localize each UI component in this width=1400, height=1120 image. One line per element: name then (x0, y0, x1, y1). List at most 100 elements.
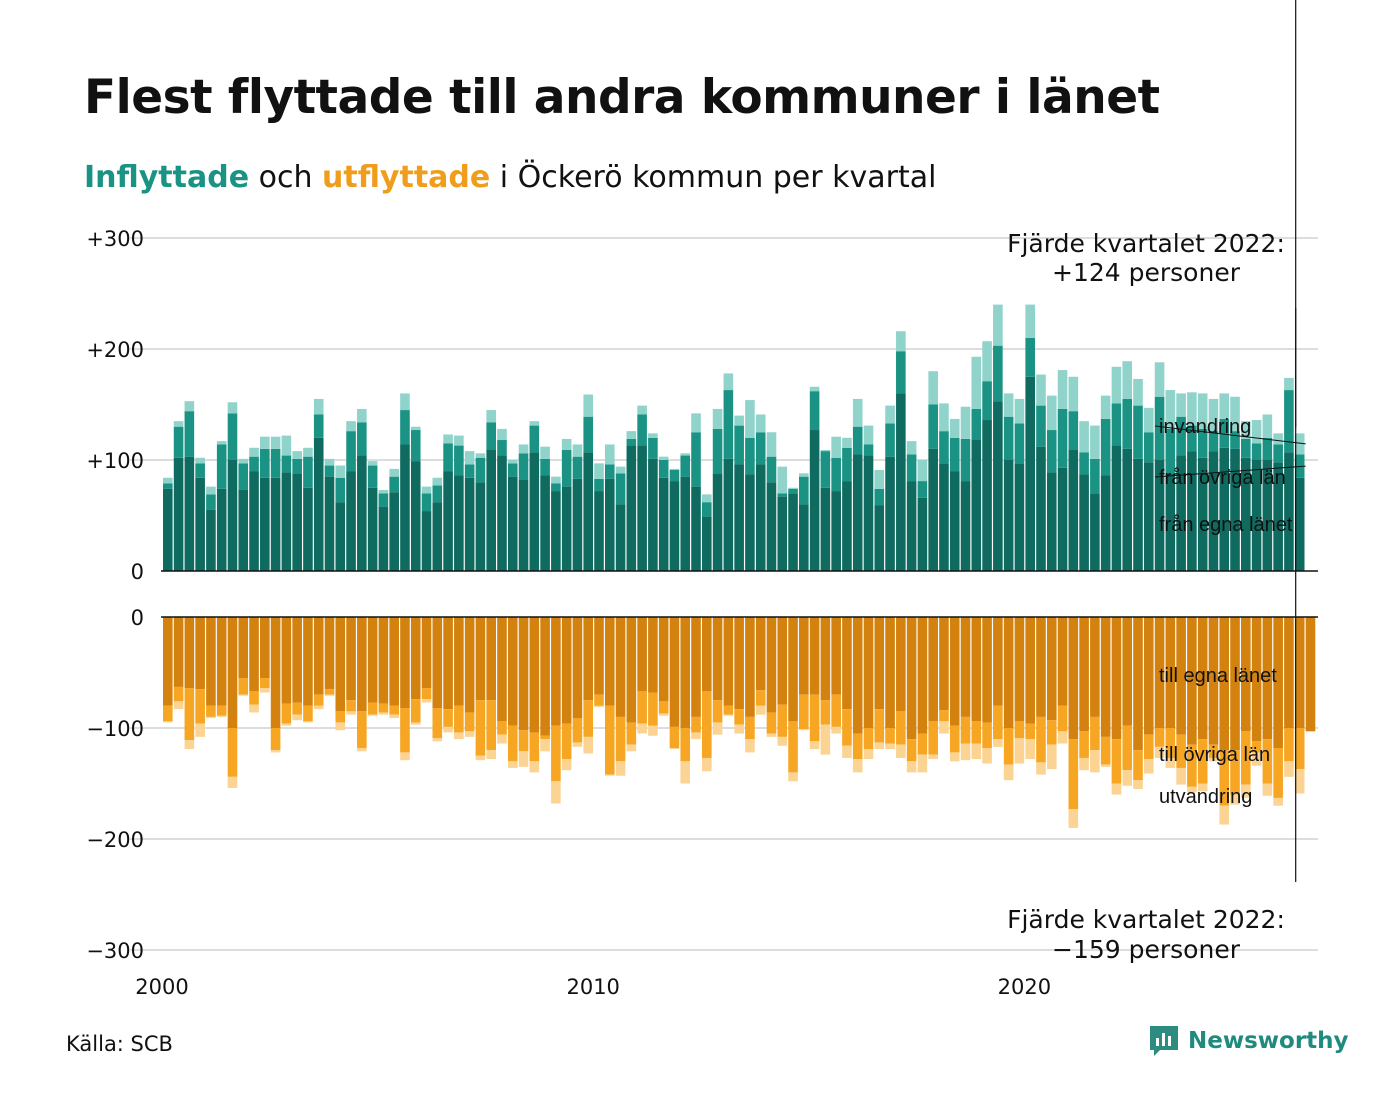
bar-out-0 (1154, 617, 1165, 728)
bar-out-1 (982, 722, 992, 748)
bar-out-0 (184, 617, 195, 689)
bar-out-1 (443, 709, 453, 727)
bar-in-0 (163, 488, 173, 571)
bar-out-1 (551, 725, 561, 782)
bar-in-2 (1003, 393, 1014, 417)
bar-out-1 (335, 711, 346, 723)
bar-out-1 (1014, 721, 1025, 738)
bar-in-2 (852, 398, 863, 427)
bar-in-2 (260, 436, 270, 449)
bar-out-2 (270, 750, 281, 753)
bar-out-0 (788, 617, 798, 722)
bar-out-2 (1251, 752, 1262, 766)
bar-in-0 (745, 474, 755, 571)
bar-in-1 (464, 464, 475, 478)
bar-in-0 (303, 487, 313, 571)
bar-in-2 (766, 432, 777, 457)
bar-in-0 (1165, 473, 1176, 571)
bar-in-1 (281, 455, 292, 473)
bar-in-1 (874, 488, 885, 506)
bar-in-2 (551, 476, 561, 484)
bar-in-2 (1230, 396, 1240, 432)
segment-label-in: från övriga län (1159, 467, 1286, 489)
bar-out-1 (378, 703, 389, 713)
bar-out-0 (551, 617, 561, 726)
bar-out-2 (561, 759, 572, 771)
bar-in-2 (216, 441, 227, 445)
bar-in-0 (1122, 448, 1133, 571)
bar-in-1 (1079, 452, 1089, 475)
bar-out-2 (173, 701, 184, 710)
bar-out-2 (357, 747, 367, 752)
y-tick-label-bottom: −200 (86, 828, 144, 852)
bar-in-0 (1111, 445, 1122, 571)
bar-in-2 (357, 408, 367, 423)
bar-in-2 (432, 477, 443, 486)
bar-in-0 (594, 491, 604, 571)
bar-in-2 (1197, 393, 1208, 429)
bar-out-1 (1090, 716, 1100, 751)
bar-out-2 (432, 737, 443, 742)
bar-in-0 (1230, 448, 1240, 571)
bar-out-1 (1187, 744, 1197, 787)
bar-in-1 (195, 463, 205, 478)
bar-out-0 (443, 617, 453, 710)
bar-out-0 (626, 617, 637, 723)
bar-out-2 (572, 742, 583, 747)
bar-in-2 (1090, 425, 1100, 459)
bar-out-0 (313, 617, 324, 695)
bar-out-0 (227, 617, 238, 728)
bar-out-1 (324, 689, 335, 695)
bar-out-1 (842, 709, 852, 746)
bar-out-1 (216, 705, 227, 716)
bar-in-1 (658, 460, 669, 478)
bar-out-0 (982, 617, 992, 723)
bar-in-1 (1090, 458, 1100, 494)
bar-in-1 (324, 465, 335, 477)
bar-out-2 (475, 755, 486, 761)
bar-out-0 (195, 617, 205, 690)
bar-out-1 (777, 704, 788, 737)
bar-in-0 (1057, 467, 1068, 571)
bar-in-0 (1273, 462, 1283, 571)
bar-out-0 (400, 617, 410, 709)
bar-in-1 (648, 437, 658, 459)
bar-in-0 (637, 445, 647, 571)
bar-in-1 (335, 477, 346, 503)
bar-out-1 (906, 739, 917, 762)
bar-out-0 (874, 617, 885, 710)
bar-out-0 (1079, 617, 1089, 732)
bar-out-2 (1165, 757, 1176, 768)
bar-out-2 (249, 704, 259, 713)
bar-out-0 (799, 617, 809, 695)
bar-out-2 (658, 713, 669, 716)
bar-in-2 (540, 446, 550, 459)
bar-in-0 (1284, 452, 1294, 571)
bar-in-2 (518, 444, 529, 454)
bar-in-2 (939, 403, 949, 432)
bar-in-1 (1003, 416, 1014, 460)
bar-in-0 (195, 477, 205, 571)
bar-in-0 (270, 477, 281, 571)
bar-out-1 (1273, 747, 1283, 798)
bar-in-0 (227, 460, 238, 571)
bar-out-1 (874, 709, 885, 743)
bar-out-1 (637, 691, 647, 724)
bar-out-0 (561, 617, 572, 724)
bar-out-0 (648, 617, 658, 693)
bar-out-1 (648, 692, 658, 726)
bar-out-0 (831, 617, 841, 695)
bar-out-0 (1090, 617, 1100, 717)
bar-out-0 (734, 617, 744, 710)
bar-in-2 (691, 413, 701, 433)
bar-in-0 (680, 476, 691, 571)
bar-out-2 (1133, 780, 1143, 790)
bar-in-0 (281, 472, 292, 571)
bar-in-2 (648, 433, 658, 438)
bar-out-1 (831, 694, 841, 727)
bar-out-2 (648, 725, 658, 736)
bar-in-2 (809, 386, 820, 392)
segment-label-in: från egna länet (1159, 514, 1293, 536)
bar-out-1 (626, 722, 637, 745)
bar-out-1 (960, 716, 971, 744)
